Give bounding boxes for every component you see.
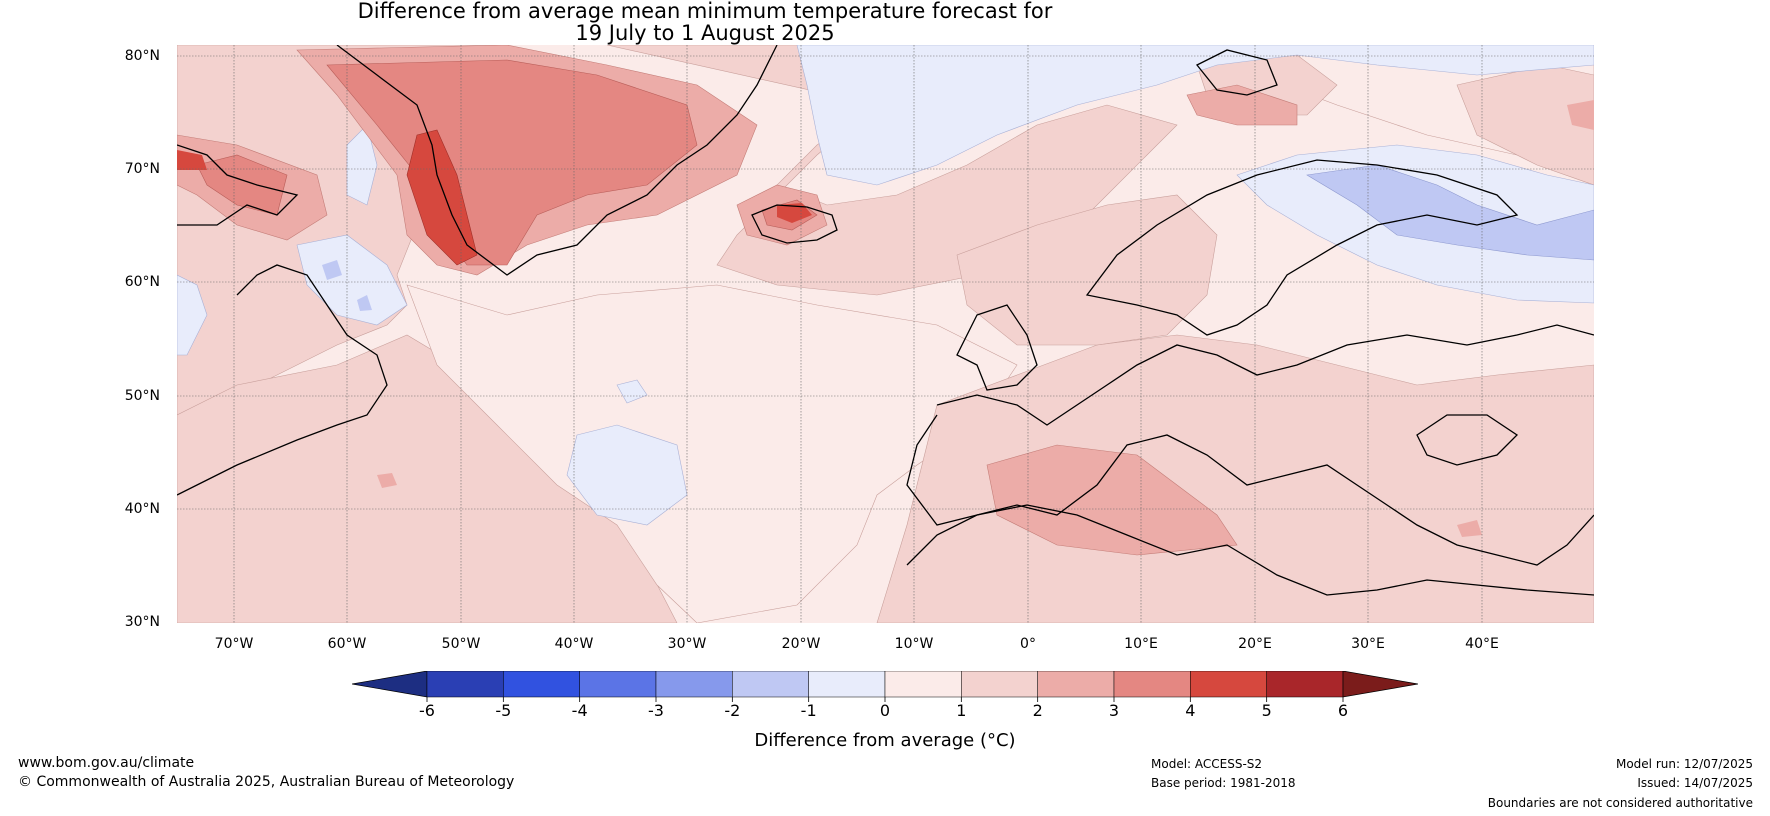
lat-label-30n: 30°N xyxy=(124,614,160,630)
colorbar-bin xyxy=(961,671,1038,698)
anomaly-band-minus1-to-0 xyxy=(616,379,648,404)
colorbar-bin xyxy=(1266,671,1344,698)
iberia-mediterranean-coast xyxy=(906,414,1594,566)
colorbar-label: Difference from average (°C) xyxy=(754,730,1016,751)
model-text: Model: ACCESS-S2 xyxy=(1151,757,1263,771)
lat-label-80n: 80°N xyxy=(124,48,160,64)
anomaly-band-minus1-to-0 xyxy=(796,45,1594,186)
anomaly-band-minus2-to-minus1 xyxy=(357,295,372,311)
lon-label-40e: 40°E xyxy=(1465,636,1499,652)
anomaly-band-2-to-3 xyxy=(1186,84,1298,126)
model-run-text: Model run: 12/07/2025 xyxy=(1615,757,1753,771)
colorbar-tick-label: 2 xyxy=(1032,701,1043,720)
graticule xyxy=(177,45,1594,623)
colorbar-tick-label: 4 xyxy=(1185,701,1196,720)
lon-label-0: 0° xyxy=(1020,636,1036,652)
lon-label-30w: 30°W xyxy=(667,636,707,652)
base-period-text: Base period: 1981-2018 xyxy=(1151,776,1296,790)
colorbar-tick-label: 0 xyxy=(879,701,891,720)
colorbar-tick-label: 3 xyxy=(1108,701,1120,720)
colorbar-tick-label: 1 xyxy=(956,701,967,720)
colorbar-bin xyxy=(579,671,657,698)
disclaimer-text: Boundaries are not considered authoritat… xyxy=(1487,796,1753,810)
black-sea-coast xyxy=(1416,414,1519,466)
lon-label-10w: 10°W xyxy=(894,636,934,652)
lat-label-70n: 70°N xyxy=(124,161,160,177)
anomaly-map-canvas xyxy=(177,45,1594,623)
anomaly-band-2-to-3 xyxy=(1567,100,1594,130)
colorbar-tick-label: -4 xyxy=(571,701,588,720)
lat-label-50n: 50°N xyxy=(124,388,160,404)
north-africa-coast xyxy=(906,504,1594,596)
colorbar-bin xyxy=(732,671,809,698)
colorbar-bin xyxy=(1190,671,1267,698)
lon-label-30e: 30°E xyxy=(1351,636,1385,652)
colorbar xyxy=(352,671,1418,702)
anomaly-band-4-to-5 xyxy=(777,203,812,223)
anomaly-band-minus1-to-0 xyxy=(566,424,688,526)
british-isles-coast xyxy=(956,304,1038,391)
lon-label-50w: 50°W xyxy=(441,636,481,652)
colorbar-tick-label: 6 xyxy=(1337,701,1349,720)
map-title-line-1: Difference from average mean minimum tem… xyxy=(357,0,1053,23)
colorbar-extend-high xyxy=(1342,671,1418,698)
anomaly-map xyxy=(177,45,1594,623)
lon-label-20w: 20°W xyxy=(781,636,821,652)
colorbar-tick-marks xyxy=(426,697,1344,702)
colorbar-tick-label: -3 xyxy=(648,701,664,720)
lon-label-40w: 40°W xyxy=(554,636,594,652)
lon-label-20e: 20°E xyxy=(1238,636,1272,652)
europe-coast xyxy=(936,324,1594,426)
colorbar-tick-label: -5 xyxy=(495,701,512,720)
anomaly-band-minus1-to-0 xyxy=(177,274,208,356)
anomaly-band-4-to-5 xyxy=(177,150,207,170)
greenland-coast xyxy=(336,45,778,276)
colorbar-tick-label: 5 xyxy=(1261,701,1272,720)
labrador-coast xyxy=(177,264,388,496)
anomaly-band-2-to-3 xyxy=(377,473,397,488)
issued-text: Issued: 14/07/2025 xyxy=(1637,776,1753,790)
lat-label-40n: 40°N xyxy=(124,501,160,517)
colorbar-tick-label: -1 xyxy=(800,701,817,720)
colorbar-bins xyxy=(426,671,1344,698)
website-text: www.bom.gov.au/climate xyxy=(18,755,195,771)
svalbard-coast xyxy=(1195,49,1278,96)
coastlines xyxy=(177,45,1594,596)
anomaly-band-2-to-3 xyxy=(1457,520,1482,537)
lon-label-70w: 70°W xyxy=(214,636,254,652)
anomaly-shading xyxy=(177,45,1594,623)
anomaly-band-minus2-to-minus1 xyxy=(1306,164,1594,261)
anomaly-band-1-to-2 xyxy=(406,284,1018,623)
lat-label-60n: 60°N xyxy=(124,274,160,290)
scandinavia-coast xyxy=(1085,159,1519,336)
lon-label-10e: 10°E xyxy=(1124,636,1158,652)
map-title-line-2: 19 July to 1 August 2025 xyxy=(575,21,835,45)
colorbar-extend-low xyxy=(352,671,428,698)
anomaly-band-minus1-to-0 xyxy=(296,234,408,326)
anomaly-band-1-to-2 xyxy=(956,194,1218,346)
colorbar-bin xyxy=(1113,671,1191,698)
colorbar-bin xyxy=(655,671,733,698)
colorbar-bin xyxy=(884,671,962,698)
copyright-text: © Commonwealth of Australia 2025, Austra… xyxy=(18,774,515,790)
iceland-coast xyxy=(751,204,838,244)
lon-label-60w: 60°W xyxy=(327,636,367,652)
colorbar-bin xyxy=(426,671,504,698)
anomaly-band-minus2-to-minus1 xyxy=(322,260,342,280)
anomaly-band-2-to-3 xyxy=(986,444,1238,556)
canada-arctic-coast xyxy=(177,144,299,226)
colorbar-bin xyxy=(808,671,886,698)
colorbar-tick-label: -2 xyxy=(724,701,741,720)
colorbar-bin xyxy=(503,671,580,698)
colorbar-tick-label: -6 xyxy=(419,701,435,720)
colorbar-bin xyxy=(1037,671,1115,698)
